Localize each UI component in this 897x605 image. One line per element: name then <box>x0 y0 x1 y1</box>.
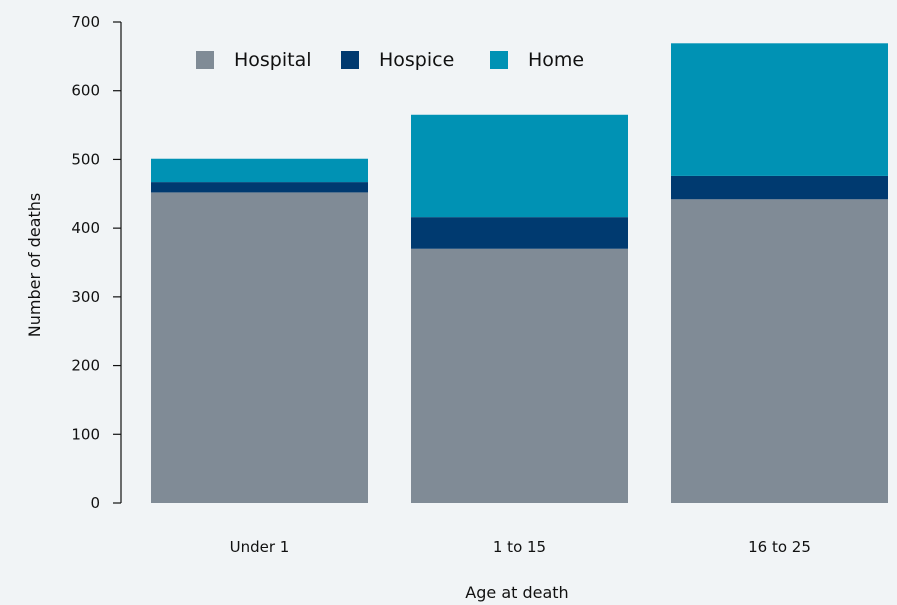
legend-swatch-hospice <box>341 51 359 69</box>
bar-hospital-1 <box>411 248 628 503</box>
legend-label-hospice: Hospice <box>379 49 454 71</box>
bar-series <box>151 43 888 504</box>
legend-swatch-hospital <box>196 51 214 69</box>
y-axis-title: Number of deaths <box>25 193 44 337</box>
legend-swatch-home <box>490 51 508 69</box>
x-tick-label: Under 1 <box>230 538 290 556</box>
y-tick-label: 300 <box>71 288 100 306</box>
bar-home-2 <box>671 43 888 176</box>
x-tick-label: 16 to 25 <box>748 538 811 556</box>
bar-hospital-0 <box>151 192 368 503</box>
y-tick-label: 100 <box>71 425 100 443</box>
y-tick-label: 700 <box>71 13 100 31</box>
bar-home-1 <box>411 114 628 218</box>
bar-hospice-2 <box>671 175 888 200</box>
y-tick-label: 200 <box>71 357 100 375</box>
x-tick-label: 1 to 15 <box>493 538 546 556</box>
y-tick-label: 600 <box>71 82 100 100</box>
y-tick-label: 400 <box>71 219 100 237</box>
bar-home-0 <box>151 158 368 183</box>
bar-hospice-1 <box>411 217 628 249</box>
y-axis: 0 100 200 300 400 500 600 700 <box>71 13 122 512</box>
x-axis-title: Age at death <box>465 583 568 602</box>
legend-label-hospital: Hospital <box>234 49 312 71</box>
legend: Hospital Hospice Home <box>196 49 584 71</box>
bar-hospice-0 <box>151 182 368 193</box>
legend-label-home: Home <box>528 49 584 71</box>
y-tick-label: 0 <box>90 494 100 512</box>
y-tick-label: 500 <box>71 150 100 168</box>
x-axis: Under 1 1 to 15 16 to 25 <box>230 538 811 556</box>
bar-hospital-2 <box>671 199 888 504</box>
